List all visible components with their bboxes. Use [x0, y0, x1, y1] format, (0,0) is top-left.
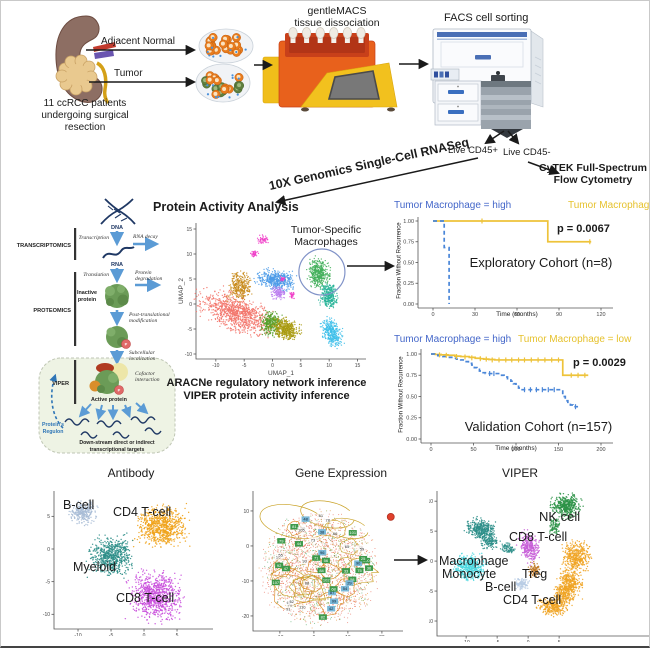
cells-tumor: [195, 63, 251, 103]
downstream-label1: Down-stream direct or indirect: [79, 440, 155, 446]
km2-p-value: p = 0.0029: [573, 357, 626, 369]
antibody-cd4-label: CD4 T-cell: [113, 505, 172, 519]
cytek-label: CyTEK Full-Spectrum Flow Cytometry: [539, 162, 647, 187]
tumor-label: Tumor: [114, 68, 143, 79]
subcellular-label1: Subcellular: [129, 350, 156, 356]
active-protein-complex: [89, 363, 128, 395]
antibody-bcell-label: B-cell: [63, 498, 95, 512]
km2-legend-low: Tumor Macrophage = low: [518, 334, 632, 345]
rna-decay-label: RNA decay: [132, 234, 158, 240]
active-protein-label: Active protein: [91, 397, 127, 403]
sort-chamber: [481, 71, 531, 138]
protein-degradation-label1: Protein: [134, 270, 152, 276]
protein-activity-umap: [174, 217, 380, 383]
viper-title: VIPER: [501, 466, 538, 480]
tumor-mass: [55, 54, 98, 96]
facs-label: FACS cell sorting: [444, 12, 529, 24]
viper-cd8-label: CD8 T-cell: [509, 530, 568, 544]
kidney-illustration: [55, 15, 116, 105]
drawers: [437, 83, 479, 122]
km-validation-plot: [389, 344, 649, 456]
cofactor-label1: Cofactor: [135, 370, 156, 377]
rna-strand: [102, 246, 135, 259]
inactive-protein-label1: Inactive: [77, 290, 97, 296]
transcription-label: Transcription: [79, 235, 110, 241]
pathway-diagram: TRANSCRIPTOMICS PROTEOMICS VIPER DNA RNA…: [17, 198, 176, 454]
antibody-title: Antibody: [107, 466, 155, 480]
sample-tubes: [288, 27, 366, 43]
viper-treg-label: Treg: [522, 567, 548, 581]
viper-nk-label: NK cell: [539, 509, 581, 524]
translation-label: Translation: [83, 272, 109, 278]
aracne-caption: ARACNe regulatory network inference VIPE…: [166, 377, 367, 402]
facs-machine: [430, 28, 544, 138]
feedback-arrow: [49, 373, 64, 429]
target-dna: [64, 416, 162, 439]
km2-cohort-label: Validation Cohort (n=157): [464, 419, 613, 434]
pathway-arrows: [109, 231, 162, 366]
viper-macrophage-label: Macrophage: [439, 554, 509, 568]
km1-legend-low: Tumor Macrophage = low: [568, 200, 650, 211]
live-cd45-neg-label: Live CD45-: [503, 147, 551, 158]
gene-expression-title: Gene Expression: [294, 466, 388, 480]
dna-helix: [100, 198, 136, 225]
target-arrows: [78, 402, 149, 421]
cofactor-label2: interaction: [135, 377, 160, 383]
antibody-myeloid-label: Myeloid: [73, 560, 117, 574]
live-cd45-pos-label: Live CD45+: [448, 145, 498, 156]
km1-xlabel: Time (months): [496, 311, 538, 318]
gentlemacs-label: gentleMACS tissue dissociation: [294, 5, 380, 30]
km-exploratory-plot: [389, 211, 649, 326]
ptm-label1: Post-translational: [128, 312, 170, 318]
phospho-label2: P: [118, 388, 121, 393]
protein-degradation-label2: degradation: [135, 276, 163, 282]
modified-protein-blob: [106, 326, 131, 349]
km2-xlabel: Time (months): [495, 445, 537, 452]
ptm-label2: modification: [129, 317, 157, 324]
regulon-label2: Regulon: [43, 429, 64, 435]
gentlemacs-machine: [262, 27, 398, 112]
km1-ylabel: Fraction Without Recurrence: [396, 222, 403, 299]
km1-p-value: p = 0.0067: [557, 223, 610, 235]
viper-label: VIPER: [52, 381, 69, 387]
km2-legend-high: Tumor Macrophage = high: [394, 334, 512, 345]
protein-activity-title: Protein Activity Analysis: [153, 200, 299, 214]
gene-expression-plot: [241, 484, 407, 636]
regulon-label1: Protein's: [42, 422, 64, 428]
subcellular-label2: localization: [129, 356, 156, 362]
touchscreen: [327, 70, 380, 100]
dna-label: DNA: [111, 225, 123, 231]
km1-cohort-label: Exploratory Cohort (n=8): [469, 255, 613, 270]
phospho-label1: P: [125, 342, 128, 347]
patients-caption: 11 ccRCC patients undergoing surgical re…: [41, 98, 129, 133]
viper-cd4-label: CD4 T-cell: [503, 593, 562, 607]
antibody-cd8-label: CD8 T-cell: [116, 591, 175, 605]
vent-lines: [534, 56, 542, 85]
viper-umap: [429, 484, 649, 642]
downstream-label2: transcriptional targets: [90, 447, 145, 453]
tumor-macrophage-annotation: Tumor-Specific Macrophages: [290, 224, 362, 249]
renal-vein: [94, 50, 114, 59]
viper-bcell-label: B-cell: [485, 580, 517, 594]
rna-label: RNA: [111, 262, 123, 268]
transcriptomics-label: TRANSCRIPTOMICS: [17, 243, 72, 249]
adjacent-normal-label: Adjacent Normal: [101, 36, 175, 47]
proteomics-label: PROTEOMICS: [33, 308, 71, 314]
cells-normal: [198, 28, 254, 64]
inactive-protein-blob: [105, 284, 129, 308]
antibody-umap: [39, 484, 221, 636]
km1-legend-high: Tumor Macrophage = high: [394, 200, 512, 211]
km2-ylabel: Fraction Without Recurrence: [398, 356, 405, 433]
inactive-protein-label2: protein: [78, 297, 96, 303]
viper-monocyte-label: Monocyte: [442, 567, 497, 581]
ureter: [96, 61, 110, 105]
